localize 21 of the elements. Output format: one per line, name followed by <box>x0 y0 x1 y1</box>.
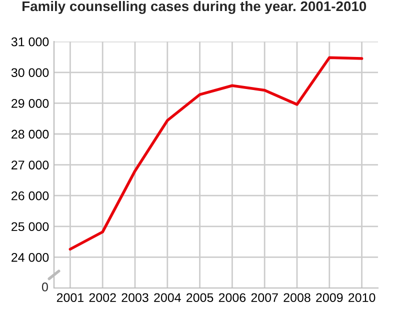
x-tick-label: 2010 <box>348 293 376 302</box>
x-tick-label: 2008 <box>284 293 310 302</box>
text: 0 <box>42 282 48 292</box>
y-tick-label: 28 000 <box>12 130 49 139</box>
x-tick-label: 2009 <box>316 293 343 302</box>
x-tick-label: 2004 <box>154 293 181 302</box>
x-tick-label: 2007 <box>251 293 278 302</box>
line-series <box>68 56 364 251</box>
x-tick-label: 2003 <box>122 293 148 302</box>
chart-title: Family counselling cases during the year. 2001-2010 <box>22 0 366 14</box>
y-tick-label: 31 000 <box>11 37 49 46</box>
y-tick-label: 29 000 <box>12 99 49 108</box>
y-tick-label: 24 000 <box>12 253 49 262</box>
x-tick-label: 2005 <box>186 293 214 302</box>
x-tick-label: 2006 <box>218 293 246 302</box>
x-tick-label: 2001 <box>56 293 84 302</box>
y-tick-label: 25 000 <box>12 222 49 232</box>
x-tick-label: 2002 <box>89 293 116 302</box>
y-tick-label: 26 000 <box>12 191 49 200</box>
y-tick-label: 27 000 <box>12 160 49 170</box>
y-tick-label: 30 000 <box>11 68 49 78</box>
